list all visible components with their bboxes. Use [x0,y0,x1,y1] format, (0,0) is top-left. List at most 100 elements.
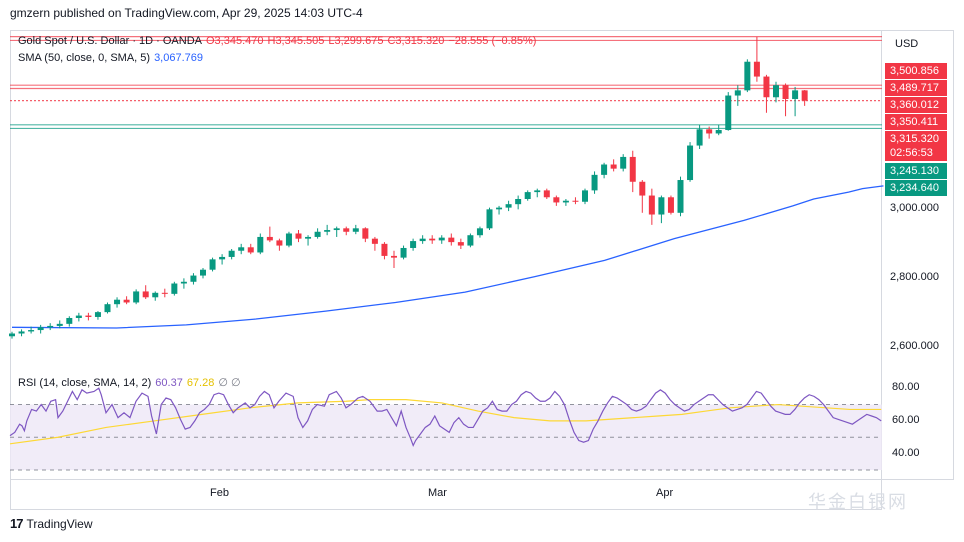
time-label-feb: Feb [210,487,229,499]
price-tag: 02:56:53 [885,145,947,161]
candle-body [648,195,655,215]
candle-body [305,236,312,239]
currency-label[interactable]: USD [895,38,919,50]
brand-name: TradingView [26,516,93,531]
candle-body [467,235,474,246]
candle-body [706,129,713,134]
price-tag: 3,234.640 [885,180,947,196]
candle-body [534,190,541,193]
candle-body [505,204,512,208]
candle-body [257,236,264,253]
candle-body [66,317,73,324]
candle-body [610,164,617,169]
candle-body [324,230,331,232]
candle-body [639,181,646,196]
candle-body [343,228,350,232]
candle-body [85,315,92,317]
price-tag: 3,500.856 [885,63,947,79]
close-value: C3,315.320 [387,35,445,47]
candle-body [429,238,436,241]
candle-body [37,327,44,331]
sma-legend: SMA (50, close, 0, SMA, 5) 3,067.769 [18,52,207,64]
candle-body [180,281,187,284]
candle-body [75,315,82,318]
rsi-label[interactable]: RSI (14, close, SMA, 14, 2) [18,377,152,389]
open-value: O3,345.470 [206,35,264,47]
candle-body [266,236,273,241]
price-tag: 3,489.717 [885,80,947,96]
price-legend: Gold Spot / U.S. Dollar · 1D · OANDA O3,3… [18,35,540,47]
candle-body [161,292,168,294]
candle-body [658,197,665,215]
rsi-ma-line [9,399,882,445]
candle-body [94,312,101,317]
rsi-tick-label: 60.00 [892,413,920,426]
candle-body [715,130,722,134]
candle-body [295,233,302,239]
candle-body [438,237,445,241]
candle-body [515,199,522,205]
candle-body [18,331,25,334]
candle-body [200,269,206,276]
candle-body [476,228,483,236]
candle-body [352,228,359,232]
candle-body [801,90,808,101]
candle-body [171,283,178,294]
candle-body [562,200,569,203]
time-label-apr: Apr [656,487,674,499]
candle-body [734,90,741,96]
sma-value: 3,067.769 [154,52,203,64]
price-tag: 3,315.320 [885,131,947,147]
rsi-tick-label: 80.00 [892,381,920,394]
price-tick-label: 3,000.000 [890,202,939,215]
candle-body [696,129,703,146]
candle-body [753,61,760,77]
price-tag: 3,245.130 [885,163,947,179]
candle-body [419,238,426,242]
price-tick-label: 2,800.000 [890,271,939,284]
candle-body [629,156,636,182]
candle-body [56,323,63,326]
candle-body [104,304,111,313]
change-value: −28.555 (−0.85%) [448,35,537,47]
price-tag: 3,350.411 [885,114,947,130]
candle-body [572,200,579,202]
candle-body [591,174,598,191]
candle-body [152,292,159,298]
candle-body [543,190,550,198]
candle-body [238,247,245,251]
candle-body [620,156,627,169]
time-label-mar: Mar [428,487,447,499]
price-axis[interactable] [882,30,954,480]
rsi-line [9,387,882,447]
candle-body [314,231,321,237]
candle-body [114,299,121,305]
candle-body [142,291,149,298]
chart-frame [10,30,882,480]
candle-body [123,299,130,303]
candle-body [333,228,340,231]
candle-body [410,241,417,248]
candle-body [553,197,560,203]
rsi-value: 60.37 [155,377,183,389]
candle-body [524,192,531,199]
candle-body [285,233,292,246]
candle-body [209,259,216,270]
candle-body [601,164,608,175]
sma-label[interactable]: SMA (50, close, 0, SMA, 5) [18,52,151,64]
rsi-tick-label: 40.00 [892,446,920,459]
candle-body [677,180,684,213]
time-axis[interactable] [10,480,882,510]
low-value: L3,299.675 [328,35,384,47]
candle-body [371,238,378,244]
symbol-title[interactable]: Gold Spot / U.S. Dollar · 1D · OANDA [18,35,202,47]
candle-body [763,76,770,98]
rsi-legend: RSI (14, close, SMA, 14, 2) 60.37 67.28 ∅ ∅ [18,376,245,389]
sma-line [11,185,884,329]
candle-body [457,242,464,246]
rsi-extra: ∅ ∅ [218,377,241,389]
candle-body [28,330,35,332]
tradingview-logo[interactable]: 17 TradingView [10,516,93,531]
candle-body [276,240,283,246]
candle-body [792,90,799,99]
